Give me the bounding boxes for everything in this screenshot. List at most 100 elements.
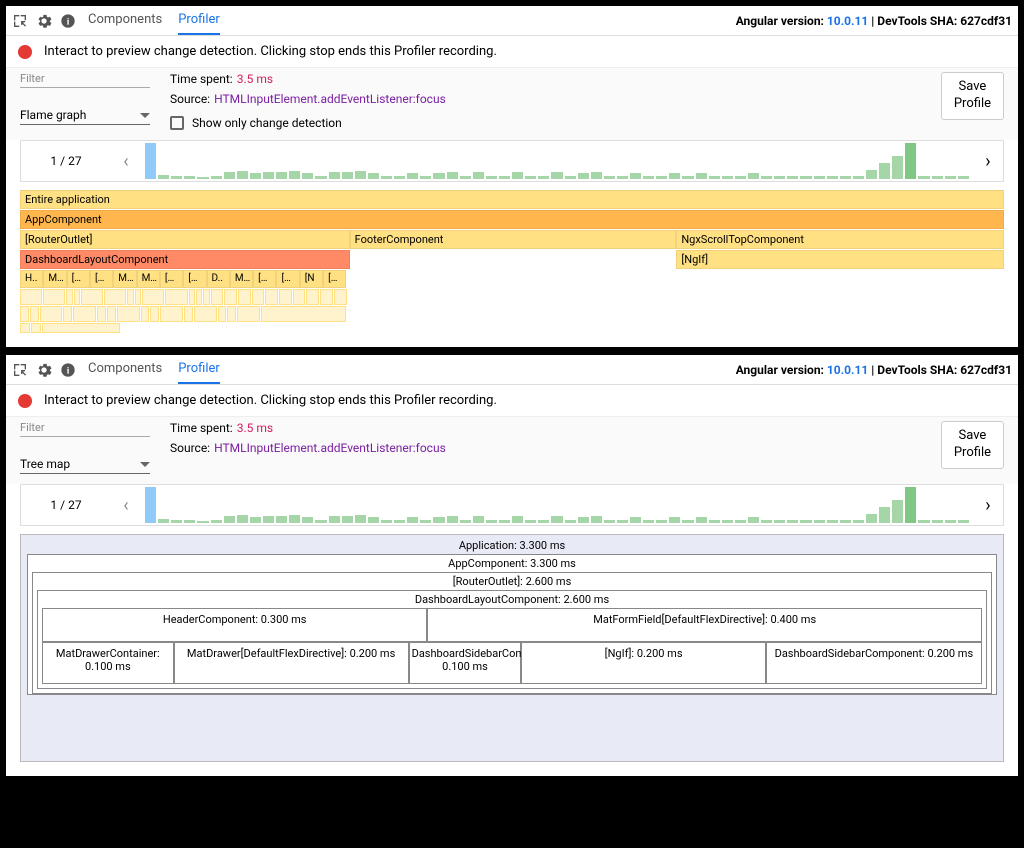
flame-cell[interactable] <box>20 289 42 305</box>
gear-icon[interactable] <box>36 362 52 378</box>
bars-area[interactable] <box>141 485 973 525</box>
flame-cell[interactable] <box>74 289 80 305</box>
frame-bar[interactable] <box>735 520 746 523</box>
frame-bar[interactable] <box>394 176 405 179</box>
frame-bar[interactable] <box>407 173 418 179</box>
frame-bar[interactable] <box>433 517 444 523</box>
bars-area[interactable] <box>141 141 973 181</box>
frame-bar[interactable] <box>709 176 720 179</box>
frame-bar[interactable] <box>460 176 471 179</box>
frame-bar[interactable] <box>565 520 576 523</box>
frame-bar[interactable] <box>748 173 759 179</box>
frame-bar[interactable] <box>800 176 811 179</box>
flame-cell[interactable] <box>127 289 133 305</box>
flame-cell[interactable]: M.. <box>137 270 160 288</box>
frame-bar[interactable] <box>604 176 615 179</box>
prev-frame-button[interactable]: ‹ <box>111 151 141 172</box>
frame-bar[interactable] <box>669 517 680 523</box>
flame-cell[interactable]: [RouterOutlet] <box>20 230 350 249</box>
flame-cell[interactable] <box>227 306 236 322</box>
frame-bar[interactable] <box>250 517 261 523</box>
frame-bar[interactable] <box>918 520 929 523</box>
flame-cell[interactable]: [N.. <box>276 270 299 288</box>
frame-bar[interactable] <box>578 173 589 179</box>
view-select[interactable]: Tree map <box>20 455 150 474</box>
flame-cell[interactable] <box>196 289 202 305</box>
flame-cell[interactable] <box>97 306 106 322</box>
frame-bar[interactable] <box>420 520 431 523</box>
frame-bar[interactable] <box>879 507 890 523</box>
flame-cell[interactable]: M.. <box>230 270 253 288</box>
flame-cell[interactable] <box>189 289 195 305</box>
frame-bar[interactable] <box>958 520 969 523</box>
frame-bar[interactable] <box>918 176 929 179</box>
treemap-node[interactable]: [RouterOutlet]: 2.600 ms <box>33 573 991 590</box>
flame-cell[interactable] <box>306 289 319 305</box>
frame-bar[interactable] <box>329 172 340 179</box>
flame-cell[interactable] <box>141 306 150 322</box>
next-frame-button[interactable]: › <box>973 495 1003 516</box>
flame-cell[interactable] <box>81 289 103 305</box>
flame-cell[interactable]: M.. <box>43 270 66 288</box>
frame-bar[interactable] <box>460 520 471 523</box>
treemap-node[interactable]: [NgIf]: 0.200 ms <box>521 642 765 684</box>
flame-cell[interactable] <box>42 323 120 333</box>
flame-cell[interactable]: H.. <box>20 270 43 288</box>
frame-bar[interactable] <box>630 517 641 523</box>
frame-bar[interactable] <box>656 520 667 523</box>
frame-bar[interactable] <box>565 176 576 179</box>
frame-bar[interactable] <box>512 172 523 179</box>
frame-bar[interactable] <box>787 176 798 179</box>
save-profile-button[interactable]: SaveProfile <box>941 72 1004 120</box>
frame-bar[interactable] <box>368 173 379 179</box>
frame-bar[interactable] <box>525 520 536 523</box>
flame-cell[interactable] <box>238 289 251 305</box>
frame-bar[interactable] <box>276 172 287 179</box>
flame-cell[interactable] <box>150 306 159 322</box>
frame-bar[interactable] <box>158 519 169 523</box>
flame-cell[interactable] <box>31 323 41 333</box>
flame-cell[interactable] <box>237 306 260 322</box>
frame-bar[interactable] <box>420 176 431 179</box>
frame-bar[interactable] <box>787 520 798 523</box>
frame-bar[interactable] <box>263 172 274 179</box>
gear-icon[interactable] <box>36 13 52 29</box>
frame-bar[interactable] <box>892 156 903 179</box>
flame-cell[interactable]: Entire application <box>20 190 1004 209</box>
frame-bar[interactable] <box>604 520 615 523</box>
frame-bar[interactable] <box>774 176 785 179</box>
frame-bar[interactable] <box>224 516 235 523</box>
flame-cell[interactable]: D.. <box>207 270 230 288</box>
tab-profiler[interactable]: Profiler <box>178 355 220 384</box>
flame-cell[interactable]: [NgIf] <box>676 250 1004 269</box>
frame-bar[interactable] <box>381 520 392 523</box>
tab-profiler[interactable]: Profiler <box>178 6 220 35</box>
frame-bar[interactable] <box>394 520 405 523</box>
frame-bar[interactable] <box>827 176 838 179</box>
flame-cell[interactable] <box>104 289 126 305</box>
frame-bar[interactable] <box>145 143 156 179</box>
flame-cell[interactable] <box>73 306 96 322</box>
flame-cell[interactable]: [N.. <box>253 270 276 288</box>
tab-components[interactable]: Components <box>88 355 162 384</box>
frame-bar[interactable] <box>184 176 195 179</box>
frame-bar[interactable] <box>866 170 877 179</box>
frame-bar[interactable] <box>879 163 890 179</box>
flame-cell[interactable] <box>184 306 193 322</box>
frame-bar[interactable] <box>171 520 182 523</box>
flame-cell[interactable] <box>40 306 63 322</box>
frame-bar[interactable] <box>329 516 340 523</box>
treemap-node[interactable]: DashboardLayoutComponent: 2.600 ms <box>38 591 986 608</box>
flame-cell[interactable] <box>320 289 333 305</box>
treemap-node[interactable]: MatDrawerContainer: 0.100 ms <box>42 642 174 684</box>
frame-bar[interactable] <box>197 521 208 523</box>
flame-cell[interactable] <box>293 289 306 305</box>
frame-bar[interactable] <box>237 171 248 179</box>
frame-bar[interactable] <box>578 517 589 523</box>
frame-bar[interactable] <box>814 176 825 179</box>
frame-bar[interactable] <box>905 143 916 179</box>
frame-bar[interactable] <box>551 172 562 179</box>
frame-bar[interactable] <box>512 516 523 523</box>
info-icon[interactable]: i <box>60 13 76 29</box>
frame-bar[interactable] <box>342 516 353 523</box>
